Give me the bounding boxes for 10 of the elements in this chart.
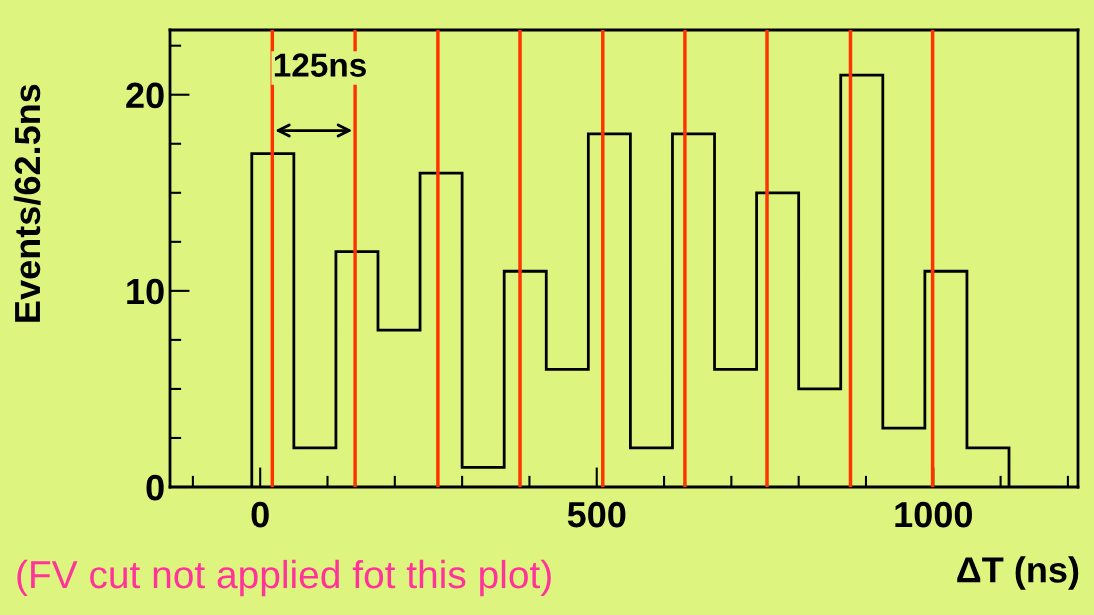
x-tick-label: 500 (567, 501, 626, 528)
annotation: 125ns (274, 53, 366, 77)
x-tick-label: 0 (251, 501, 269, 528)
y-axis-title: Events/62.5ns (13, 84, 41, 322)
y-tick-label: 10 (127, 278, 164, 305)
x-axis-title: ΔT (ns) (957, 556, 1079, 590)
text: (FV cut not applied fot this plot) (17, 559, 551, 597)
x-tick-label: 1000 (895, 501, 972, 528)
y-tick-label: 20 (126, 82, 164, 109)
y-tick-label: 0 (146, 474, 164, 501)
